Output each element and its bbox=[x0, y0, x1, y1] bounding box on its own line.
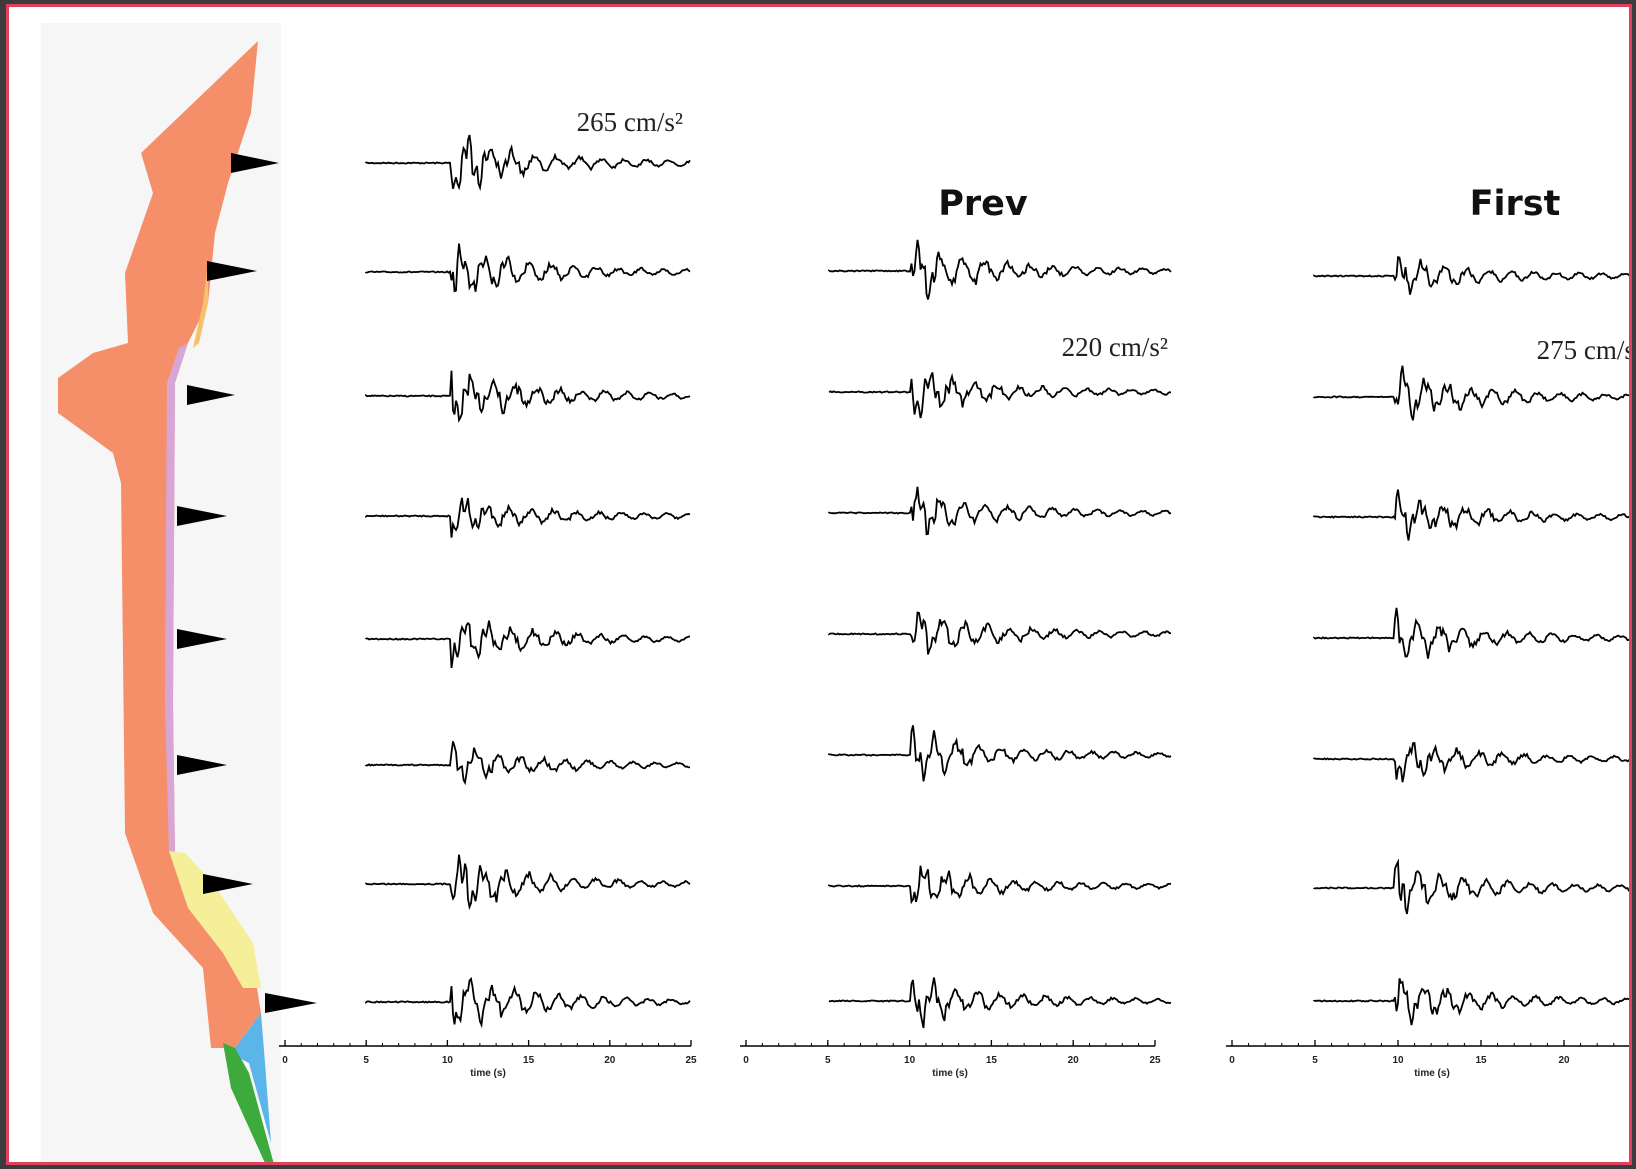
tick-label: 20 bbox=[1068, 1055, 1080, 1066]
station-marker bbox=[177, 755, 227, 775]
seismogram bbox=[1313, 978, 1629, 1026]
seismogram bbox=[828, 977, 1172, 1029]
seismogram bbox=[365, 620, 691, 669]
panel: Prev 220 cm/s² 0 5 10 15 20 25 time (s) bbox=[740, 184, 1172, 1079]
seismogram bbox=[365, 497, 691, 538]
seismogram bbox=[365, 741, 691, 786]
seismogram bbox=[828, 725, 1172, 782]
bedrock-layer bbox=[229, 1013, 271, 1143]
tick-label: 5 bbox=[1312, 1055, 1318, 1066]
tick-label: 20 bbox=[1558, 1055, 1570, 1066]
panel-title: First bbox=[1470, 184, 1561, 224]
geologic-section bbox=[58, 41, 274, 1162]
tick-label: 0 bbox=[743, 1055, 749, 1066]
station-marker bbox=[177, 506, 227, 526]
tick-label: 10 bbox=[442, 1055, 454, 1066]
tick-label: 25 bbox=[685, 1055, 697, 1066]
axis-label: time (s) bbox=[470, 1068, 506, 1079]
tick-label: 10 bbox=[1392, 1055, 1404, 1066]
seismogram bbox=[828, 486, 1172, 536]
panel-title: Prev bbox=[938, 184, 1028, 224]
sediment-layer bbox=[58, 41, 261, 1048]
silt-layer bbox=[169, 851, 261, 988]
station-marker bbox=[177, 629, 227, 649]
seismogram bbox=[365, 134, 691, 192]
panel: 265 cm/s² 0 5 10 15 20 25 time (s) bbox=[279, 107, 697, 1079]
station-marker bbox=[207, 261, 257, 281]
seismogram bbox=[365, 243, 691, 293]
tick-label: 5 bbox=[825, 1055, 831, 1066]
station-marker bbox=[187, 385, 235, 405]
tick-label: 25 bbox=[1149, 1055, 1161, 1066]
seismogram bbox=[1313, 489, 1629, 541]
seismogram bbox=[365, 976, 691, 1029]
base-layer bbox=[223, 1043, 274, 1162]
station-markers bbox=[177, 153, 317, 1013]
seismogram bbox=[1313, 741, 1629, 783]
seismogram bbox=[828, 372, 1172, 419]
tick-label: 15 bbox=[986, 1055, 998, 1066]
tick-label: 10 bbox=[904, 1055, 916, 1066]
seismogram bbox=[828, 611, 1172, 655]
peak-label: 275 cm/s² bbox=[1537, 335, 1632, 365]
seismogram bbox=[1313, 365, 1629, 421]
tick-label: 0 bbox=[1229, 1055, 1235, 1066]
axis-label: time (s) bbox=[932, 1068, 968, 1079]
seismogram bbox=[365, 854, 691, 911]
figure: 265 cm/s² 0 5 10 15 20 25 time (s) Prev 220 cm/s²… bbox=[41, 23, 1632, 1162]
peak-label: 265 cm/s² bbox=[577, 107, 683, 137]
clay-layer bbox=[165, 343, 188, 853]
peak-label: 220 cm/s² bbox=[1062, 332, 1168, 362]
tick-label: 15 bbox=[1475, 1055, 1487, 1066]
seismogram bbox=[1313, 256, 1629, 295]
station-marker bbox=[265, 993, 317, 1013]
axis-label: time (s) bbox=[1414, 1068, 1450, 1079]
sand-layer bbox=[193, 263, 208, 348]
tick-label: 15 bbox=[523, 1055, 535, 1066]
tick-label: 20 bbox=[604, 1055, 616, 1066]
seismogram bbox=[365, 370, 691, 423]
station-marker bbox=[231, 153, 279, 173]
seismogram bbox=[828, 239, 1172, 300]
seismogram bbox=[828, 865, 1172, 905]
tick-label: 5 bbox=[363, 1055, 369, 1066]
seismogram bbox=[1313, 607, 1629, 659]
figure-frame: 265 cm/s² 0 5 10 15 20 25 time (s) Prev 220 cm/s²… bbox=[6, 4, 1632, 1165]
station-marker bbox=[203, 874, 253, 894]
seismogram bbox=[1313, 858, 1629, 915]
panel: First 275 cm/s² 0 5 10 15 20 time (s) bbox=[1226, 184, 1632, 1079]
tick-label: 0 bbox=[282, 1055, 288, 1066]
